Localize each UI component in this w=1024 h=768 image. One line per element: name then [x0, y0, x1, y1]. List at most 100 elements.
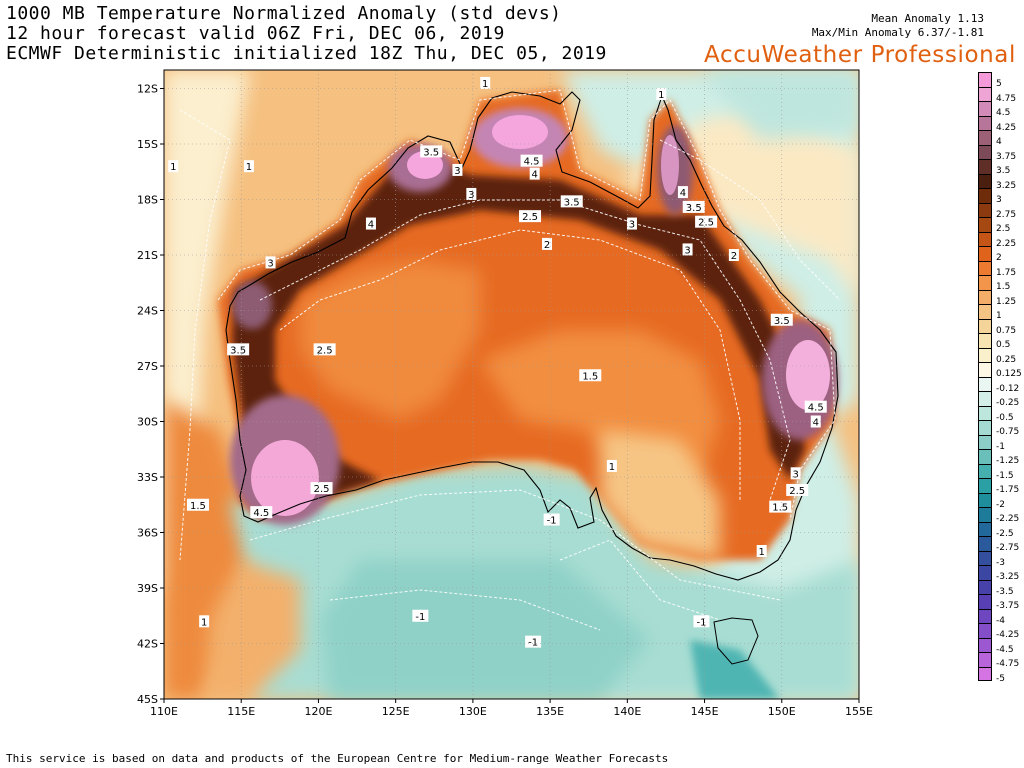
legend-entry: 4.5 — [976, 101, 1022, 118]
contour-label: 1 — [756, 545, 767, 558]
contour-label: 3 — [626, 217, 637, 231]
legend-swatch — [978, 144, 992, 159]
australia-coastline — [225, 91, 839, 581]
legend-label: 3.75 — [996, 151, 1017, 162]
contour-label: 2.5 — [695, 215, 718, 229]
legend-entry: -2.5 — [976, 521, 1022, 539]
contour-label: 3 — [790, 467, 801, 480]
legend-label: 5 — [996, 79, 1002, 89]
lat-tick-label: 15S — [137, 138, 158, 151]
legend-label: -5 — [996, 673, 1005, 684]
legend-entry: 0.25 — [976, 347, 1022, 365]
lat-tick-label: 33S — [137, 471, 158, 484]
legend-entry: -0.5 — [976, 405, 1022, 423]
contour-label: 1 — [606, 459, 617, 473]
legend-label: -3.25 — [996, 572, 1020, 582]
lat-tick-label: 24S — [137, 305, 158, 318]
lat-tick-label: 45S — [137, 693, 158, 706]
lat-tick-label: 36S — [137, 527, 158, 540]
lat-tick-label: 42S — [137, 638, 158, 651]
svg-text:2.5: 2.5 — [789, 486, 805, 497]
contour-label: 2.5 — [786, 483, 809, 497]
color-scale-legend: 5 4.75 4.5 4.25 4 3.75 3.5 3.25 3 2.75 2.5 2.25 2 1.7… — [976, 72, 1022, 684]
lat-tick-label: 39S — [137, 582, 158, 595]
svg-text:3: 3 — [468, 190, 474, 201]
legend-label: -3.75 — [996, 601, 1020, 611]
contour-label: 2 — [728, 249, 739, 262]
legend-entry: 1.75 — [976, 260, 1022, 278]
svg-text:1.5: 1.5 — [772, 503, 788, 514]
legend-label: -4.5 — [996, 644, 1014, 655]
lon-tick-label: 145E — [691, 705, 719, 718]
legend-swatch — [978, 376, 992, 391]
legend-swatch — [978, 391, 992, 406]
legend-entry: 4.75 — [976, 86, 1022, 104]
legend-swatch — [978, 478, 992, 493]
contour-label: 4 — [529, 167, 540, 181]
legend-label: -0.75 — [996, 427, 1020, 437]
mean-anomaly-text: Mean Anomaly 1.13 — [871, 12, 984, 25]
legend-swatch — [978, 159, 992, 174]
legend-swatch — [978, 434, 992, 449]
contour-label: 1 — [243, 160, 254, 173]
legend-label: -4 — [996, 615, 1005, 626]
legend-label: 4.75 — [996, 93, 1017, 104]
legend-entry: -2.75 — [976, 536, 1022, 553]
contour-label: -1 — [543, 513, 560, 527]
brand-logo-text: AccuWeather Professional — [704, 42, 1016, 68]
legend-entry: 5 — [976, 72, 1022, 89]
legend-label: 3.5 — [996, 166, 1011, 176]
contour-label: 3 — [265, 256, 276, 269]
legend-entry: 3.25 — [976, 173, 1022, 191]
legend-entry: 1.5 — [976, 275, 1022, 292]
svg-text:1: 1 — [170, 162, 176, 173]
contour-label: 3.5 — [770, 313, 793, 327]
legend-swatch — [978, 333, 992, 348]
map-frame — [163, 69, 860, 700]
legend-label: 1.5 — [996, 282, 1011, 292]
contour-label: 4 — [810, 415, 821, 429]
legend-swatch — [978, 579, 992, 594]
contour-label: 2.5 — [519, 210, 542, 223]
contour-label: -1 — [412, 609, 429, 623]
lat-tick-label: 18S — [137, 194, 158, 207]
legend-swatch — [978, 86, 992, 101]
legend-label: 2 — [996, 253, 1002, 263]
contour-label: 1 — [480, 76, 491, 90]
contour-label: 3.5 — [682, 200, 705, 214]
lat-tick-label: 21S — [137, 249, 158, 262]
legend-label: -0.25 — [996, 398, 1020, 408]
legend-swatch — [978, 608, 992, 623]
contour-label: 3.5 — [560, 195, 583, 208]
legend-swatch — [978, 420, 992, 435]
svg-text:4: 4 — [680, 188, 686, 199]
svg-text:4: 4 — [368, 220, 374, 231]
legend-entry: 0.5 — [976, 333, 1022, 350]
svg-text:4.5: 4.5 — [524, 157, 540, 168]
legend-label: 0.25 — [996, 354, 1017, 365]
legend-swatch — [978, 449, 992, 464]
legend-label: 1.75 — [996, 267, 1017, 278]
contour-label: 4.5 — [520, 154, 543, 168]
svg-text:4: 4 — [813, 418, 819, 429]
svg-text:3: 3 — [684, 245, 690, 256]
svg-text:4.5: 4.5 — [253, 508, 269, 519]
svg-text:3: 3 — [454, 166, 460, 177]
svg-text:-1: -1 — [415, 612, 425, 623]
svg-text:2.5: 2.5 — [317, 345, 333, 356]
legend-label: 2.5 — [996, 224, 1011, 234]
lat-tick-label: 12S — [137, 83, 158, 96]
legend-swatch — [978, 652, 992, 667]
legend-swatch — [978, 202, 992, 217]
contour-label: 3.5 — [227, 343, 250, 356]
contour-label: 4.5 — [804, 400, 827, 414]
legend-swatch — [978, 318, 992, 333]
svg-text:1: 1 — [609, 462, 615, 473]
legend-label: -1 — [996, 441, 1005, 452]
legend-swatch — [978, 666, 992, 681]
legend-entry: -4.75 — [976, 652, 1022, 669]
svg-text:2: 2 — [544, 240, 550, 251]
legend-swatch — [978, 130, 992, 145]
